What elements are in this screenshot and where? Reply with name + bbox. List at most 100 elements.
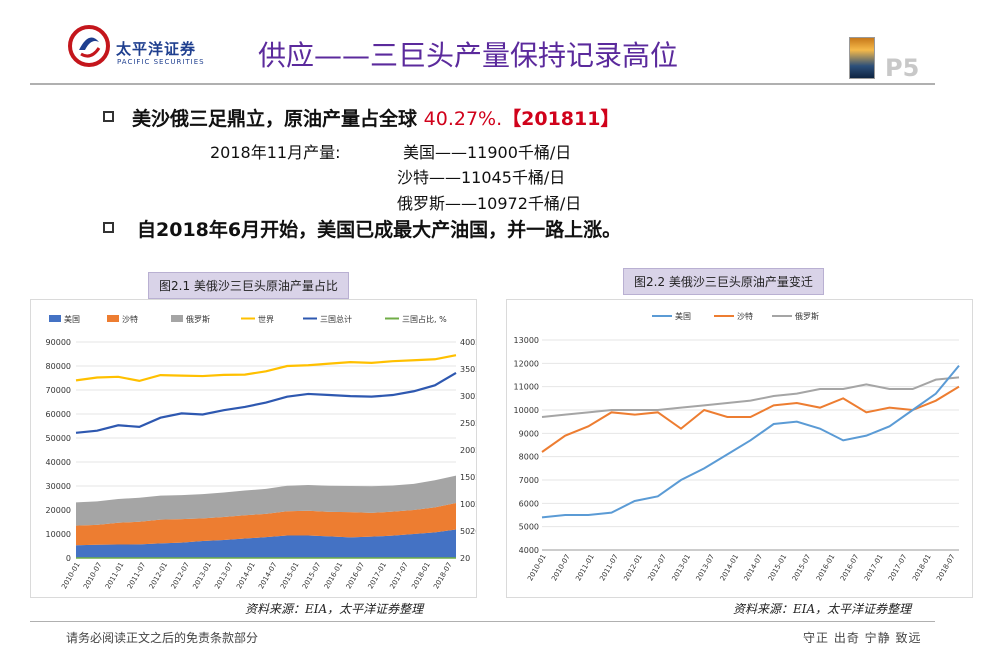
x-tick: 2014-07 [257,561,279,590]
legend-label: 俄罗斯 [795,311,819,321]
x-tick: 2016-01 [815,553,837,582]
chart-2-panel: 4000 5000 6000 7000 8000 9000 10000 11000 12000 1… [506,299,973,598]
legend-label: 沙特 [737,311,753,321]
line-world [75,354,457,383]
x-tick: 2011-01 [104,561,126,590]
area-us [76,529,456,558]
x-tick: 2017-07 [887,553,909,582]
x-tick: 2012-01 [622,553,644,582]
y-tick-left: 50000 [46,434,71,443]
x-tick: 2013-07 [213,561,235,590]
legend-swatch [107,315,119,322]
y-tick-right: 35020 [460,365,476,374]
x-tick: 2017-01 [863,553,885,582]
y-tick: 10000 [514,406,539,415]
x-tick: 2015-07 [791,553,813,582]
disclaimer-note: 请务必阅读正文之后的免责条款部分 [66,631,259,645]
x-tick: 2015-01 [279,561,301,590]
y-tick-left: 0 [66,554,71,563]
production-russia: 俄罗斯——10972千桶/日 [397,194,582,213]
x-tick: 2011-07 [598,553,620,582]
x-tick: 2013-07 [695,553,717,582]
line-us [541,365,960,519]
x-tick: 2013-01 [191,561,213,590]
y-tick: 5000 [519,523,539,532]
page-number: P5 [885,54,920,82]
x-tick: 2014-01 [719,553,741,582]
y-tick: 6000 [519,499,539,508]
x-tick: 2017-01 [367,561,389,590]
footer-divider [30,621,935,622]
bullet-1-percent: 40.27%. [423,108,503,130]
y-tick-right: 30020 [460,392,476,401]
bullet-square-icon [103,222,114,233]
x-tick: 2011-01 [574,553,596,582]
bullet-square-icon [103,111,114,122]
x-tick: 2018-07 [432,561,454,590]
legend-label: 沙特 [122,314,138,324]
y-tick-left: 90000 [46,338,71,347]
x-tick: 2011-07 [126,561,148,590]
y-tick: 4000 [519,546,539,555]
y-tick: 7000 [519,476,539,485]
company-motto: 守正 出奇 宁静 致远 [803,631,922,645]
header-divider [30,83,935,85]
x-tick: 2013-01 [671,553,693,582]
y-tick-left: 20000 [46,506,71,515]
legend-label: 美国 [675,311,691,321]
bullet-1-text: 美沙俄三足鼎立，原油产量占全球 [132,108,418,130]
y-tick-left: 30000 [46,482,71,491]
chart-1-panel: 0 10000 20000 30000 40000 50000 60000 70000 8000… [30,299,486,598]
x-tick: 2012-07 [646,553,668,582]
legend-label: 俄罗斯 [186,314,210,324]
legend-swatch [171,315,183,322]
x-tick: 2010-07 [82,561,104,590]
x-tick: 2014-07 [743,553,765,582]
y-tick-left: 70000 [46,386,71,395]
x-tick: 2012-07 [170,561,192,590]
x-tick: 2010-01 [60,561,82,590]
line-saudi [541,385,960,453]
x-tick: 2012-01 [148,561,170,590]
x-tick: 2015-07 [301,561,323,590]
y-tick-left: 80000 [46,362,71,371]
x-tick: 2016-07 [839,553,861,582]
legend-label: 世界 [258,314,274,324]
production-saudi: 沙特——11045千桶/日 [397,168,566,187]
bullet-2-text: 自2018年6月开始，美国已成最大产油国，并一路上涨。 [137,219,622,241]
chart-2-source: 资料来源：EIA，太平洋证券整理 [733,602,912,616]
page-title: 供应——三巨头产量保持记录高位 [258,39,679,72]
production-us: 美国——11900千桶/日 [403,143,572,162]
x-tick: 2014-01 [235,561,257,590]
y-tick-right: 20020 [460,446,476,455]
x-tick: 2018-07 [935,553,957,582]
chart-1-source: 资料来源：EIA，太平洋证券整理 [245,602,424,616]
y-tick-left: 40000 [46,458,71,467]
y-tick-right: 10020 [460,500,476,509]
x-tick: 2015-01 [767,553,789,582]
x-tick: 2018-01 [410,561,432,590]
area-russia [76,475,456,526]
legend-label: 三国总计 [320,314,352,324]
y-tick-left: 10000 [46,530,71,539]
x-tick: 2018-01 [911,553,933,582]
chart-1-svg: 0 10000 20000 30000 40000 50000 60000 70000 8000… [46,314,486,590]
chart-1-caption: 图2.1 美俄沙三巨头原油产量占比 [148,272,349,299]
x-tick: 2016-07 [345,561,367,590]
area-saudi [76,503,456,546]
x-tick: 2016-01 [323,561,345,590]
line-russia [541,376,960,418]
bullet-1: 美沙俄三足鼎立，原油产量占全球 40.27%.【201811】 [132,104,619,131]
production-label: 2018年11月产量: [210,143,341,162]
y-tick: 9000 [519,429,539,438]
legend-label: 三国占比, % [402,314,447,324]
y-tick: 8000 [519,453,539,462]
sunset-thumbnail-icon [849,37,875,79]
line-total [75,371,457,434]
y-tick-right: 25020 [460,419,476,428]
y-tick: 11000 [514,383,539,392]
company-logo-icon [68,25,110,67]
y-tick: 12000 [514,359,539,368]
